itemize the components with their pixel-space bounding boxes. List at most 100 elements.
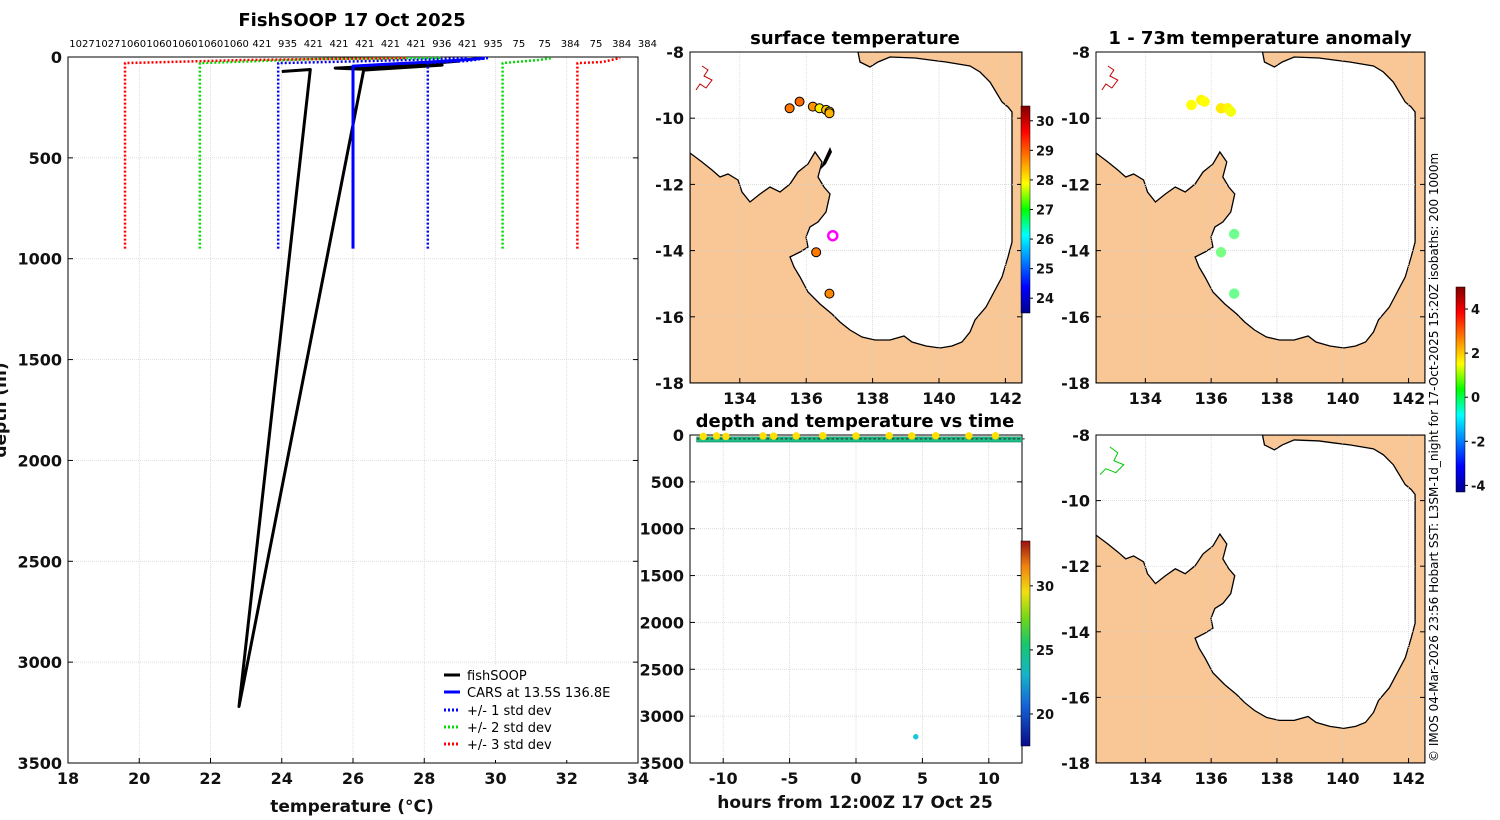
anomaly-title: 1 - 73m temperature anomaly xyxy=(1108,28,1411,49)
map3-xtick-label: 138 xyxy=(1260,769,1293,788)
map3-ytick-label: -14 xyxy=(1061,623,1090,642)
profile-ytick-label: 1000 xyxy=(17,250,62,269)
profile-plot: FishSOOP 17 Oct 2025 18 20 22 24 26 28 30 32 34 0… xyxy=(0,10,657,817)
profile-title: FishSOOP 17 Oct 2025 xyxy=(238,10,465,31)
top-count-label: 384 xyxy=(612,39,631,50)
side-caption: © IMOS 04-Mar-2026 23:56 Hobart SST: L3S… xyxy=(1427,153,1441,762)
series--3-std-dev-low xyxy=(123,56,407,249)
depth-time-ytick-label: 1500 xyxy=(639,567,684,586)
series--1-std-dev-high xyxy=(426,56,489,249)
profile-ytick-label: 500 xyxy=(29,149,62,168)
series--3-std-dev-high xyxy=(576,56,621,249)
map3-xtick-label: 136 xyxy=(1194,769,1227,788)
depth-time-ytick-label: 0 xyxy=(673,426,684,445)
depth-time-grid xyxy=(690,434,1022,764)
map1-ytick-label: -14 xyxy=(655,242,684,261)
top-count-label: 421 xyxy=(252,39,271,50)
map1-point-missing xyxy=(827,229,839,242)
map2-point xyxy=(1186,99,1197,111)
map2-colorbar-ticks: 4 2 0 -2 -4 xyxy=(1465,303,1485,494)
depth-time-colorbar-label: 20 xyxy=(1036,708,1054,723)
series--2-std-dev-high xyxy=(501,56,553,249)
depth-time-point xyxy=(991,431,1000,440)
map2-ytick-label: -8 xyxy=(1072,43,1090,62)
map1-colorbar-label: 26 xyxy=(1036,233,1054,248)
depth-time-point xyxy=(769,432,778,440)
map3-ytick-label: -16 xyxy=(1061,688,1090,707)
map2-ytick-label: -16 xyxy=(1061,308,1090,327)
top-count-label: 1060 xyxy=(172,39,197,50)
depth-time-point xyxy=(931,431,940,440)
map1-points xyxy=(784,96,839,299)
top-count-label: 421 xyxy=(407,39,426,50)
depth-time-colorbar xyxy=(1020,540,1031,747)
map3-ytick-label: -12 xyxy=(1061,557,1090,576)
top-count-label: 75 xyxy=(590,39,603,50)
profile-xtick-label: 24 xyxy=(271,769,293,788)
profile-xtick-label: 22 xyxy=(199,769,221,788)
depth-time-xtick-label: 10 xyxy=(978,769,1000,788)
map2-ytick-label: -14 xyxy=(1061,242,1090,261)
map1-point xyxy=(824,108,835,119)
map2-colorbar-label: -4 xyxy=(1471,479,1485,494)
map2-point xyxy=(1228,288,1240,299)
map2-colorbar-label: -2 xyxy=(1471,435,1485,450)
map2-ytick-label: -12 xyxy=(1061,175,1090,194)
map1-point xyxy=(824,288,835,299)
profile-lines xyxy=(123,56,621,708)
map3-ticks: 134 136 138 140 142 -8 -10 -12 -14 -16 -18 xyxy=(1061,426,1425,788)
series-cars xyxy=(351,56,485,249)
profile-ytick-label: 1500 xyxy=(17,351,62,370)
top-count-label: 1027 xyxy=(69,39,94,50)
depth-time-ytick-label: 1000 xyxy=(639,520,684,539)
depth-time-xtick-label: -10 xyxy=(709,769,738,788)
map1-xtick-label: 136 xyxy=(789,389,822,408)
profile-xtick-label: 18 xyxy=(57,769,79,788)
map2-ytick-label: -10 xyxy=(1061,109,1090,128)
profile-xlabel: temperature (°C) xyxy=(270,797,434,817)
depth-time-xtick-label: 5 xyxy=(917,769,928,788)
map3-isobath xyxy=(1099,446,1125,475)
map1-ytick-label: -18 xyxy=(655,374,684,393)
top-count-label: 421 xyxy=(355,39,374,50)
profile-xtick-label: 28 xyxy=(413,769,435,788)
profile-ytick-label: 0 xyxy=(51,48,62,67)
top-count-label: 935 xyxy=(484,39,503,50)
legend-std1: +/- 1 std dev xyxy=(467,704,552,719)
map2-point xyxy=(1199,96,1210,107)
depth-time-point xyxy=(699,432,708,441)
map1-xtick-label: 142 xyxy=(989,389,1022,408)
anomaly-map: 1 - 73m temperature anomaly 134 136 138 140… xyxy=(1061,28,1485,494)
map1-xtick-label: 134 xyxy=(723,389,756,408)
map2-xtick-label: 138 xyxy=(1260,389,1293,408)
map2-colorbar-label: 0 xyxy=(1471,391,1480,406)
depth-time-point xyxy=(792,432,800,440)
map1-ytick-label: -8 xyxy=(666,43,684,62)
depth-time-point xyxy=(759,432,767,440)
depth-time-plot: depth and temperature vs time -10 -5 0 5 100… xyxy=(639,411,1054,813)
series--2-std-dev-low xyxy=(198,56,443,249)
depth-time-xlabel: hours from 12:00Z 17 Oct 25 xyxy=(717,793,993,813)
legend-fishsoop: fishSOOP xyxy=(467,669,527,684)
top-count-label: 1027 xyxy=(95,39,120,50)
legend-box xyxy=(438,664,636,760)
map2-xtick-label: 136 xyxy=(1194,389,1227,408)
top-count-label: 1060 xyxy=(146,39,171,50)
map1-colorbar-label: 30 xyxy=(1036,115,1054,130)
profile-ytick-label: 3000 xyxy=(17,653,62,672)
map1-xtick-label: 138 xyxy=(856,389,889,408)
depth-time-ticks: -10 -5 0 5 10 0 500 1000 1500 2000 2500 3000 3500 xyxy=(639,426,1022,788)
profile-ylabel: depth (m) xyxy=(0,362,11,457)
profile-ytick-label: 3500 xyxy=(17,754,62,773)
top-count-label: 1060 xyxy=(223,39,248,50)
map3-xtick-label: 134 xyxy=(1129,769,1162,788)
map1-colorbar-label: 27 xyxy=(1036,204,1054,219)
map1-colorbar-label: 28 xyxy=(1036,174,1054,189)
map2-point xyxy=(1228,228,1240,240)
map2-land xyxy=(1096,52,1425,383)
map1-colorbar-label: 24 xyxy=(1036,292,1054,307)
depth-time-point xyxy=(913,734,919,740)
series--1-std-dev-low xyxy=(276,56,468,249)
profile-ticks: 18 20 22 24 26 28 30 32 34 0 500 1000 1500 2000 2500 30… xyxy=(17,48,649,788)
